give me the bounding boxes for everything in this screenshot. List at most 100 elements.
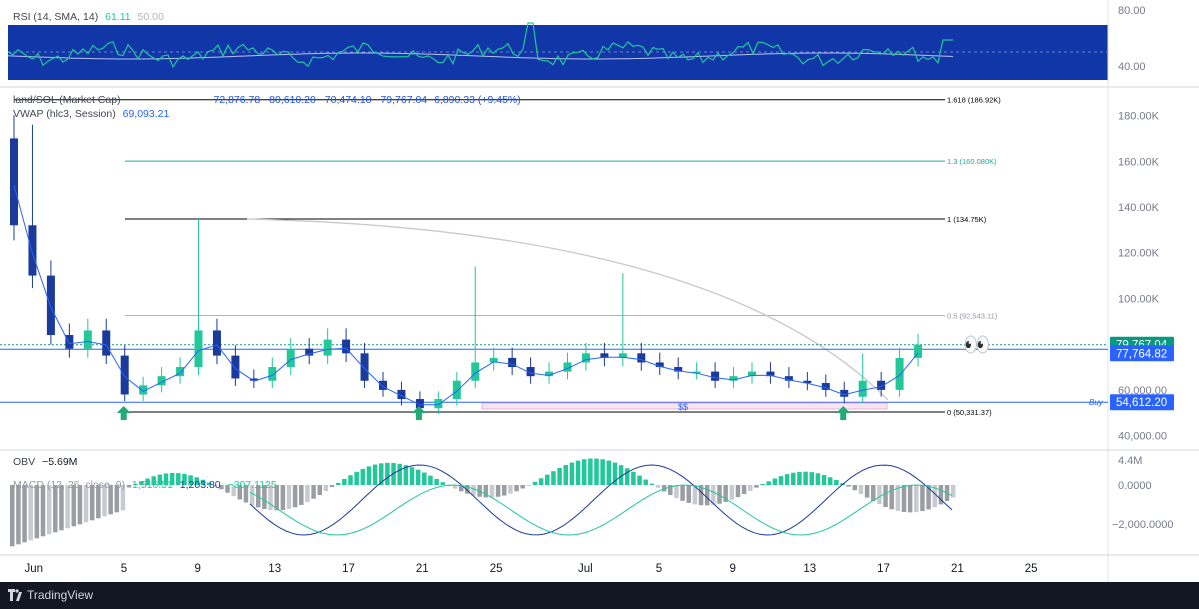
candle-body	[360, 353, 369, 381]
macd-histogram-bar	[846, 485, 851, 487]
macd-histogram-bar	[704, 485, 710, 506]
tradingview-brand: TradingView	[27, 588, 94, 602]
macd-histogram-bar	[686, 485, 691, 503]
x-axis-label: 21	[416, 563, 429, 575]
range-box	[481, 402, 888, 410]
candle-body	[563, 362, 572, 372]
candle-body	[323, 339, 332, 356]
macd-histogram-bar	[440, 482, 445, 485]
macd-histogram-bar	[163, 473, 169, 485]
candle-body	[305, 348, 314, 356]
price-badge	[1110, 394, 1174, 411]
vwap-line	[13, 185, 919, 406]
fib-level-label: 0 (50,331.37)	[947, 408, 992, 417]
macd-histogram-bar	[114, 485, 120, 513]
macd-histogram-bar	[551, 471, 556, 485]
vwap-value: 69,093.21	[122, 108, 170, 120]
macd-histogram-bar	[754, 485, 759, 488]
macd-histogram-bar	[748, 485, 753, 491]
macd-histogram-bar	[612, 462, 618, 485]
macd-histogram-bar	[176, 473, 181, 485]
macd-histogram-bar	[797, 471, 802, 485]
macd-signal-line	[249, 484, 953, 536]
macd-histogram-bar	[379, 463, 384, 485]
macd-histogram-bar	[766, 481, 771, 485]
ohlc-open: 72,876.78	[213, 94, 261, 106]
macd-histogram-bar	[348, 475, 353, 485]
candle-body	[655, 362, 664, 368]
candle-body	[489, 357, 498, 363]
arrow-up-icon	[116, 406, 131, 420]
candle-body	[342, 339, 351, 354]
macd-histogram-bar	[772, 478, 778, 485]
macd-histogram-bar	[907, 485, 913, 513]
obv-title: OBV	[13, 456, 36, 468]
x-axis-label: Jul	[578, 563, 593, 575]
ohlc-close: 79,767.04	[380, 94, 428, 106]
candle-body	[600, 353, 609, 358]
macd-histogram-bar	[735, 485, 741, 498]
macd-histogram-bar	[96, 485, 101, 519]
trading-chart[interactable]: 80.00 40.00 180.00K 160.00K 140.00K 120.00K 1…	[0, 0, 1199, 582]
macd-histogram-bar	[471, 485, 476, 496]
price-badge	[1110, 345, 1174, 362]
candle-body	[914, 344, 923, 358]
tradingview-logo-icon	[8, 589, 22, 601]
macd-histogram-bar	[741, 485, 747, 495]
macd-histogram-bar	[778, 476, 784, 485]
macd-histogram-bar	[385, 462, 390, 485]
macd-histogram-bar	[508, 485, 513, 494]
rsi-legend: RSI (14, SMA, 14) 61.11 50.00	[13, 11, 164, 23]
candle-body	[286, 348, 295, 368]
candle-body	[711, 371, 720, 381]
candle-body	[508, 357, 517, 368]
macd-histogram-bar	[600, 459, 605, 485]
arrow-up-icon	[836, 406, 851, 420]
macd-histogram-bar	[342, 478, 347, 485]
macd-histogram-bar	[926, 485, 931, 510]
macd-histogram-bar	[299, 485, 304, 505]
macd-histogram-bar	[784, 474, 790, 485]
x-axis-label: 25	[1025, 563, 1038, 575]
x-axis-label: 5	[656, 563, 662, 575]
macd-histogram-bar	[139, 481, 144, 485]
fib-level-label: 0.5 (92,543.11)	[947, 311, 998, 320]
macd-histogram-bar	[286, 485, 292, 509]
macd-histogram-bar	[649, 483, 655, 485]
candle-body	[452, 380, 461, 400]
rsi-line	[7, 22, 953, 69]
candle-body	[120, 355, 129, 395]
macd-histogram-bar	[871, 485, 876, 502]
candle-body	[729, 376, 738, 381]
macd-histogram-bar	[46, 485, 52, 535]
candle-body	[249, 378, 258, 381]
macd-histogram-bar	[274, 485, 279, 511]
macd-histogram-bar	[305, 485, 310, 503]
candle-body	[102, 330, 111, 356]
macd-histogram-bar	[526, 485, 532, 486]
macd-histogram-bar	[637, 475, 642, 485]
candle-body	[268, 367, 277, 381]
candle-body	[618, 353, 627, 358]
candle-body	[397, 389, 406, 400]
candle-body	[784, 376, 793, 381]
macd-histogram-bar	[563, 465, 568, 485]
candle-body	[637, 353, 646, 363]
macd-histogram-bar	[243, 485, 249, 503]
macd-histogram-bar	[588, 458, 593, 485]
macd-histogram-bar	[821, 474, 827, 485]
macd-histogram-bar	[680, 485, 685, 501]
ohlc-low: 70,474.10	[324, 94, 372, 106]
macd-histogram-bar	[360, 468, 366, 485]
macd-histogram-bar	[10, 485, 15, 547]
candle-body	[674, 367, 683, 372]
macd-histogram-bar	[545, 474, 550, 485]
candle-body	[840, 389, 849, 397]
candle-body	[157, 376, 166, 386]
trend-curve	[246, 218, 889, 401]
x-axis-label: 21	[951, 563, 964, 575]
rsi-sma-value: 50.00	[137, 11, 164, 23]
macd-histogram-bar	[674, 485, 679, 499]
macd-histogram-bar	[194, 477, 199, 485]
macd-histogram-bar	[434, 478, 439, 485]
